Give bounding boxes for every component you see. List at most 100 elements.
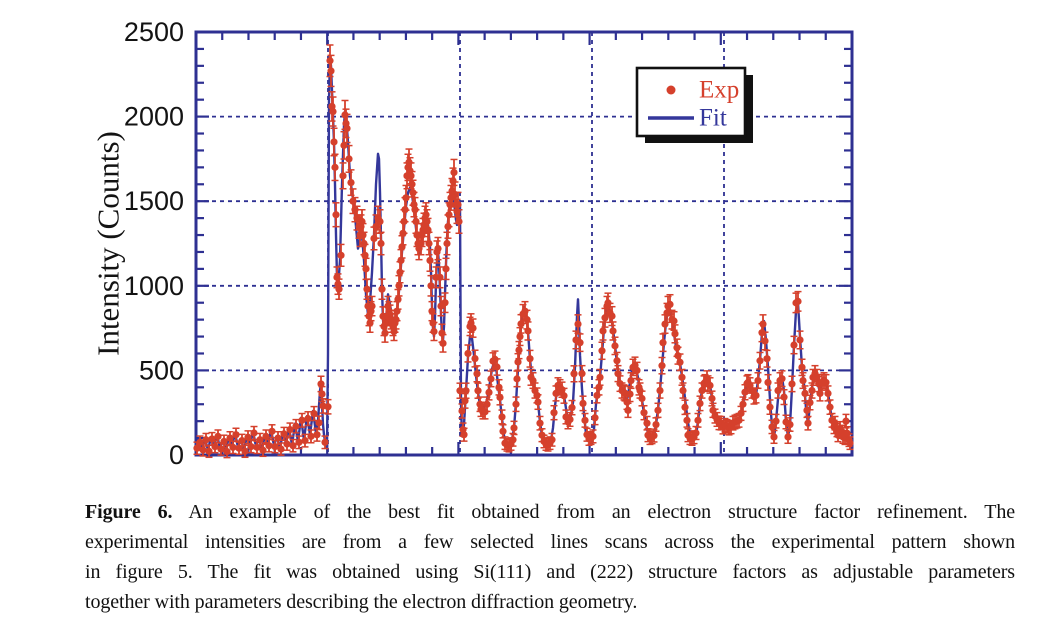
exp-data-point bbox=[226, 434, 234, 442]
exp-data-point bbox=[666, 300, 674, 309]
caption-line-1: Figure 6. An example of the best fit obt… bbox=[85, 497, 1015, 527]
exp-data-point bbox=[591, 414, 599, 422]
exp-data-point bbox=[763, 355, 771, 363]
exp-data-point bbox=[324, 403, 332, 411]
exp-data-point bbox=[756, 357, 764, 365]
exp-data-point bbox=[798, 363, 806, 371]
exp-data-point bbox=[816, 389, 824, 398]
exp-data-point bbox=[772, 417, 780, 425]
exp-data-point bbox=[770, 433, 778, 441]
exp-data-point bbox=[455, 217, 463, 226]
exp-data-point bbox=[498, 413, 506, 421]
exp-data-point bbox=[247, 442, 255, 451]
exp-data-point bbox=[307, 432, 315, 440]
exp-data-point bbox=[824, 389, 832, 398]
exp-data-point bbox=[439, 339, 447, 347]
exp-data-point bbox=[509, 436, 517, 444]
exp-data-point bbox=[640, 409, 648, 417]
exp-data-point bbox=[496, 393, 504, 402]
exp-data-point bbox=[229, 443, 237, 451]
exp-data-point bbox=[292, 422, 300, 430]
exp-data-point bbox=[524, 327, 532, 335]
exp-data-point bbox=[696, 399, 704, 407]
exp-data-point bbox=[361, 251, 369, 259]
exp-data-point bbox=[280, 430, 288, 438]
exp-data-point bbox=[262, 432, 270, 440]
exp-data-point bbox=[786, 420, 794, 429]
exp-data-point bbox=[407, 172, 415, 180]
exp-data-point bbox=[408, 180, 416, 188]
exp-data-point bbox=[337, 251, 345, 259]
exp-data-point bbox=[441, 299, 449, 307]
exp-data-point bbox=[515, 346, 523, 354]
exp-data-point bbox=[708, 394, 716, 403]
caption-line-3: in figure 5. The fit was obtained using … bbox=[85, 561, 1015, 583]
exp-data-point bbox=[692, 429, 700, 437]
intensity-chart: 0 500 1000 1500 2000 2500 Intensity (Counts) Ex… bbox=[91, 17, 854, 470]
exp-data-point bbox=[516, 332, 524, 341]
exp-data-point bbox=[512, 400, 520, 408]
exp-data-point bbox=[566, 415, 574, 424]
exp-data-point bbox=[624, 406, 632, 414]
exp-data-point bbox=[462, 387, 470, 395]
exp-data-point bbox=[454, 200, 462, 209]
exp-data-point bbox=[330, 138, 338, 146]
exp-data-point bbox=[327, 67, 335, 75]
exp-data-point bbox=[456, 387, 464, 395]
exp-data-point bbox=[483, 400, 491, 408]
exp-data-point bbox=[650, 431, 658, 440]
exp-data-point bbox=[304, 415, 312, 423]
exp-data-point bbox=[654, 406, 662, 414]
exp-data-point bbox=[778, 375, 786, 383]
exp-data-point bbox=[579, 399, 587, 407]
exp-data-point bbox=[568, 404, 576, 412]
exp-data-point bbox=[752, 391, 760, 400]
exp-data-point bbox=[658, 362, 666, 370]
y-tick-label: 2000 bbox=[124, 102, 184, 132]
exp-data-point bbox=[796, 336, 804, 344]
exp-data-point bbox=[826, 403, 834, 411]
exp-data-point bbox=[806, 398, 814, 407]
exp-data-point bbox=[474, 387, 482, 395]
exp-data-point bbox=[340, 141, 348, 149]
exp-data-point bbox=[250, 429, 258, 437]
exp-data-point bbox=[438, 329, 446, 337]
exp-data-point bbox=[574, 320, 582, 328]
legend-exp-label: Exp bbox=[699, 77, 739, 104]
exp-data-point bbox=[360, 239, 368, 248]
exp-data-point bbox=[205, 447, 213, 455]
exp-data-point bbox=[461, 397, 469, 405]
exp-data-point bbox=[377, 239, 385, 248]
caption-label: Figure 6. bbox=[85, 501, 173, 523]
exp-data-point bbox=[766, 403, 774, 411]
exp-data-point bbox=[402, 194, 410, 202]
exp-data-point bbox=[570, 370, 578, 378]
exp-data-point bbox=[761, 337, 769, 345]
exp-data-point bbox=[759, 320, 767, 328]
exp-data-point bbox=[608, 312, 616, 320]
exp-data-point bbox=[241, 447, 249, 455]
exp-data-point bbox=[430, 327, 438, 336]
y-tick-label: 0 bbox=[169, 440, 184, 470]
exp-data-point bbox=[315, 419, 323, 427]
exp-data-point bbox=[676, 358, 684, 366]
exp-data-point bbox=[220, 437, 228, 446]
exp-data-point bbox=[633, 366, 641, 374]
exp-data-point bbox=[581, 416, 589, 424]
exp-points bbox=[193, 44, 854, 459]
y-axis: Intensity (Counts) bbox=[91, 131, 126, 356]
exp-data-point bbox=[739, 400, 747, 408]
exp-data-point bbox=[804, 419, 812, 427]
exp-data-point bbox=[652, 420, 660, 429]
exp-data-point bbox=[318, 390, 326, 398]
exp-data-point bbox=[450, 168, 458, 177]
exp-data-point bbox=[679, 386, 687, 395]
exp-data-point bbox=[458, 407, 466, 415]
exp-data-point bbox=[381, 329, 389, 337]
exp-data-point bbox=[434, 244, 442, 253]
exp-data-point bbox=[238, 437, 246, 445]
exp-data-point bbox=[442, 265, 450, 273]
exp-data-point bbox=[202, 436, 210, 444]
exp-data-point bbox=[694, 416, 702, 424]
exp-data-point bbox=[784, 433, 792, 441]
